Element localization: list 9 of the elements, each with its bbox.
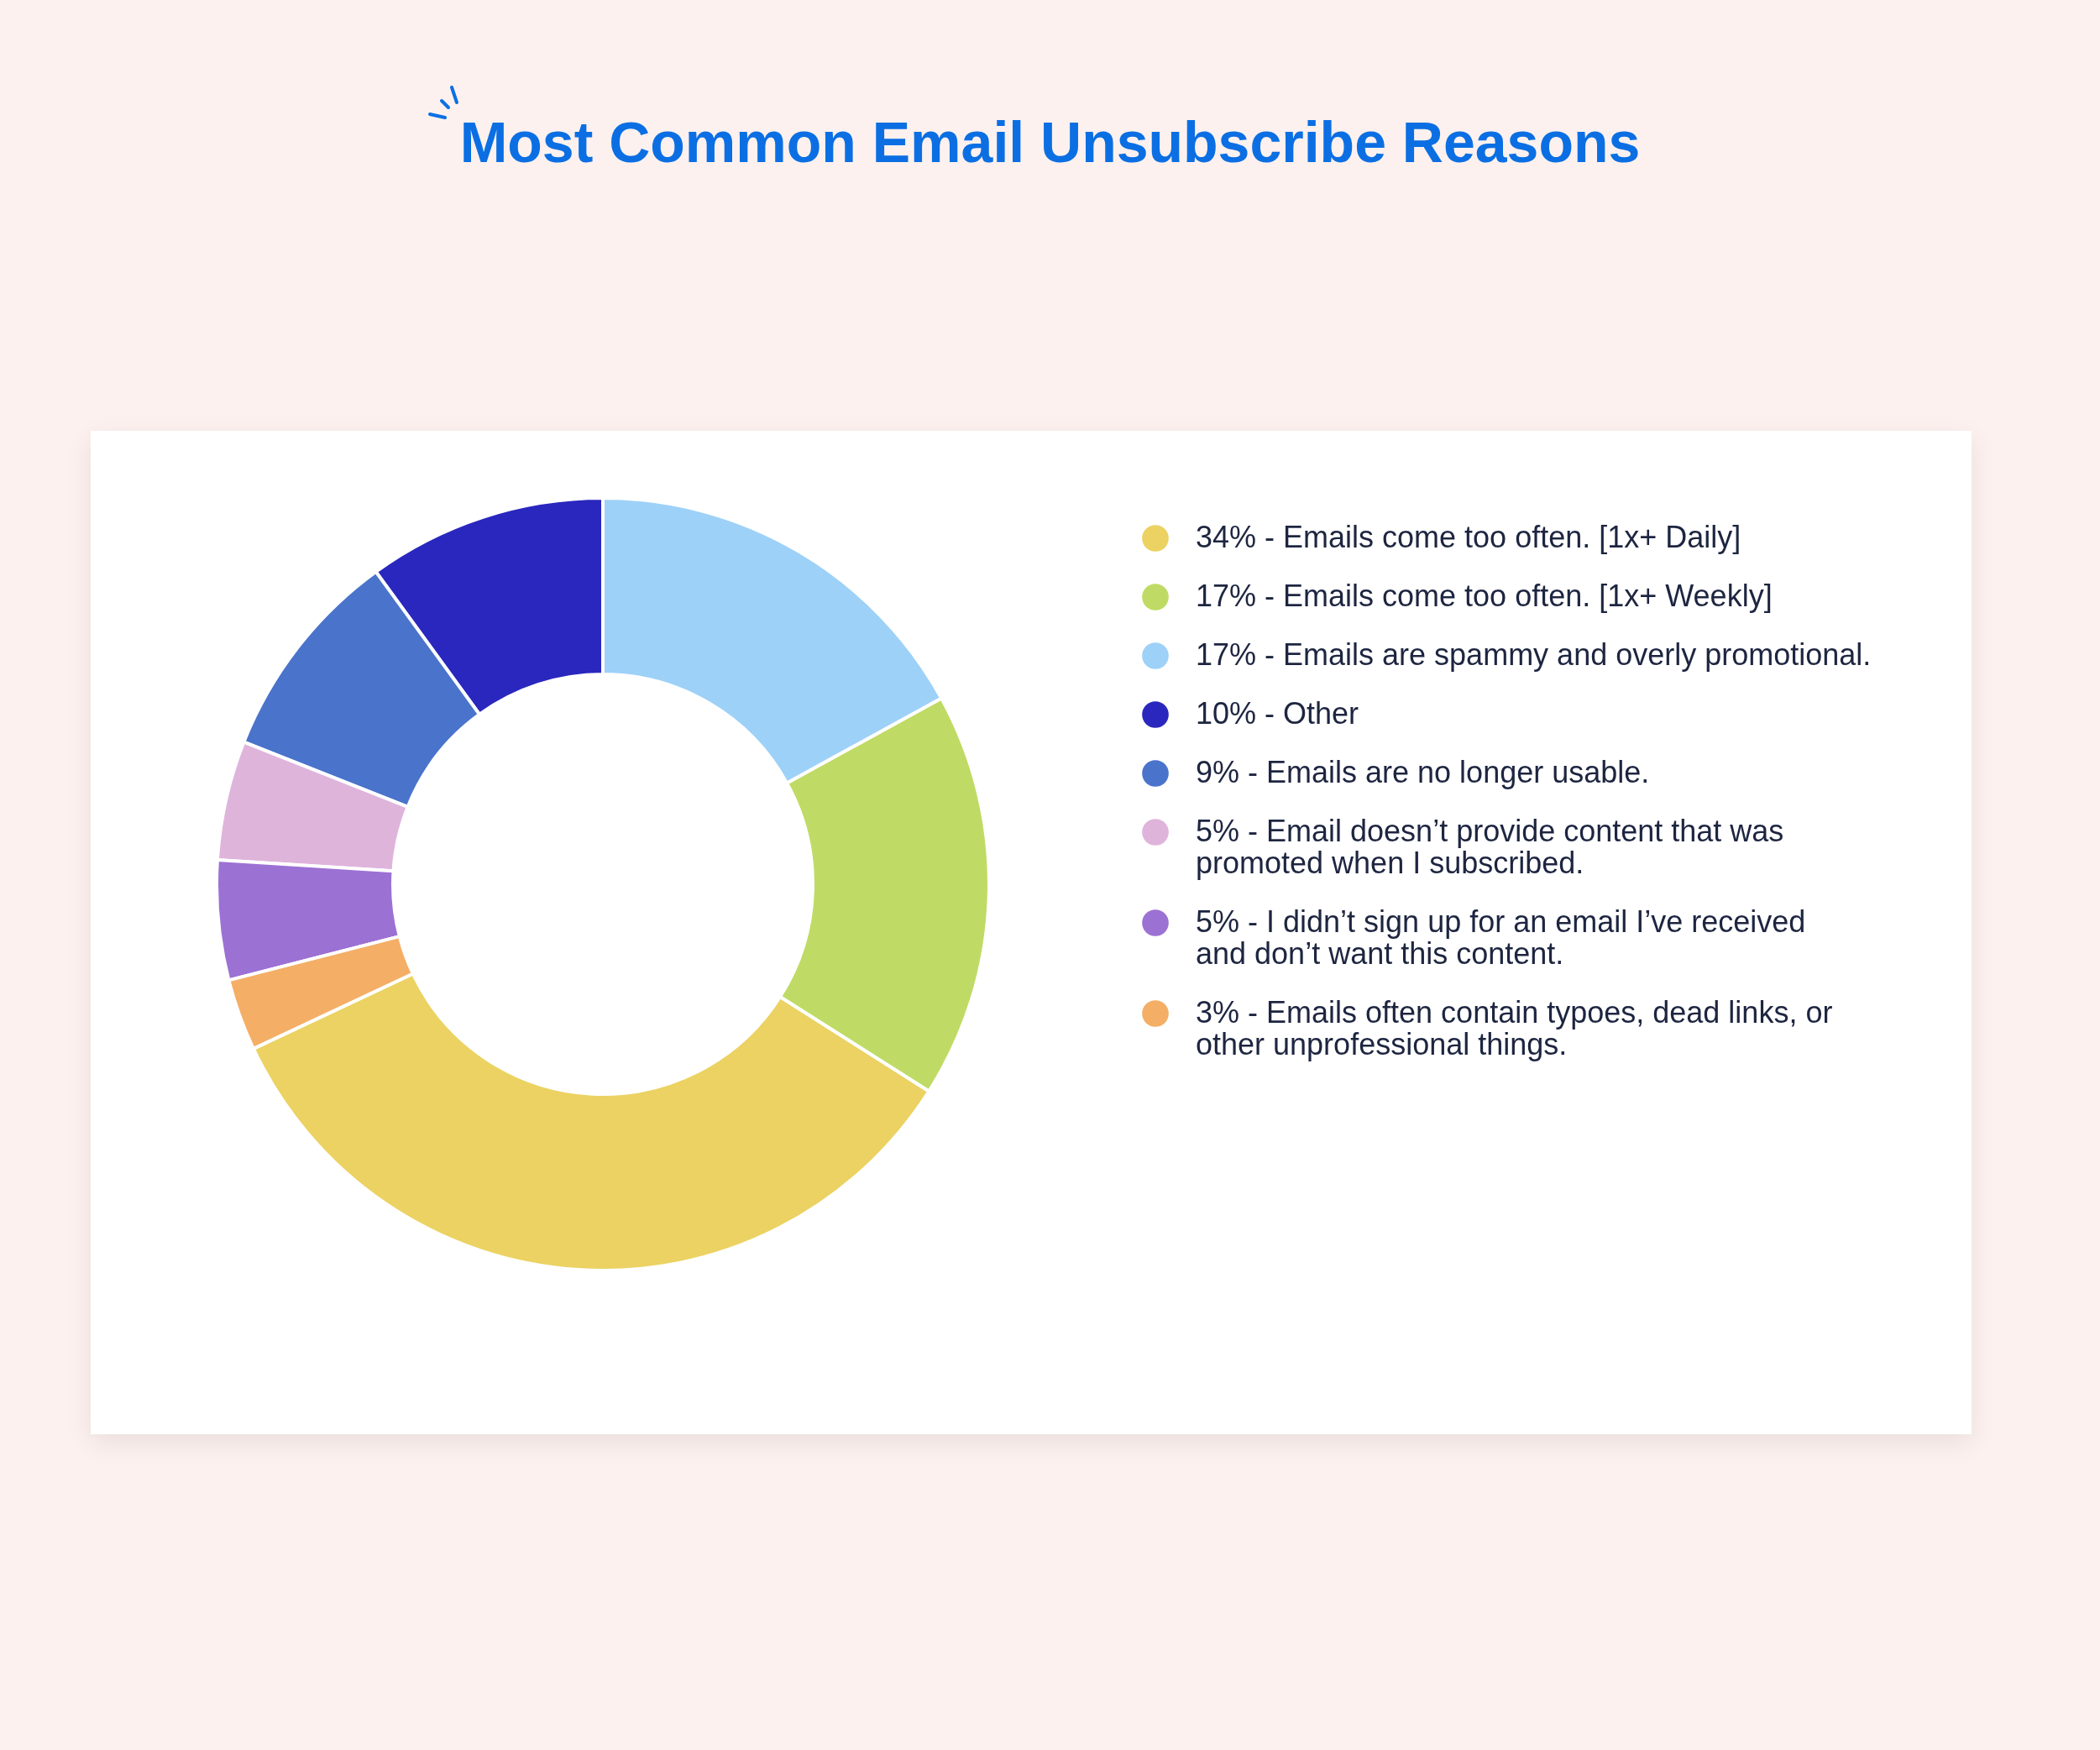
legend-label: 5% - I didn’t sign up for an email I’ve received and don’t want this content. [1196, 904, 1806, 971]
legend-label: 17% - Emails are spammy and overly promotional. [1196, 637, 1872, 672]
legend-label: 17% - Emails come too often. [1x+ Weekly] [1196, 579, 1773, 613]
legend-label: 5% - Email doesn’t provide content that was promoted when I subscribed. [1196, 814, 1784, 880]
legend-label: 34% - Emails come too often. [1x+ Daily] [1196, 520, 1741, 554]
legend-label: 3% - Emails often contain typoes, dead links, or other unprofessional things. [1196, 995, 1833, 1061]
legend-label: 9% - Emails are no longer usable. [1196, 755, 1650, 789]
chart-title: Most Common Email Unsubscribe Reasons [458, 109, 1642, 175]
legend-label: 10% - Other [1196, 696, 1359, 731]
